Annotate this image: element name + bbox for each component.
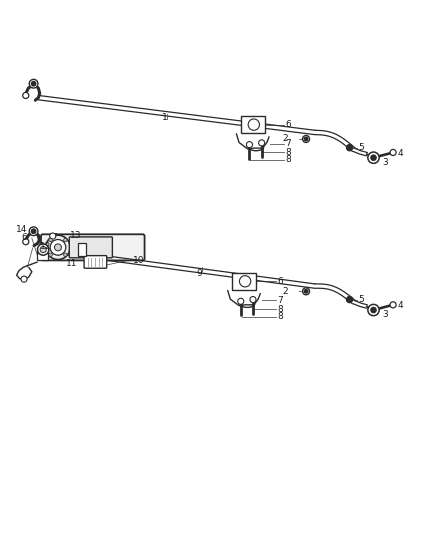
Text: 5: 5 [358, 295, 364, 304]
Text: 8: 8 [286, 156, 291, 164]
Text: 6: 6 [277, 277, 283, 286]
Text: 8: 8 [277, 312, 283, 321]
Circle shape [258, 140, 265, 146]
Circle shape [50, 239, 66, 255]
Circle shape [23, 92, 29, 99]
Text: 3: 3 [383, 158, 389, 166]
Circle shape [303, 288, 310, 295]
Circle shape [238, 298, 244, 304]
Circle shape [247, 142, 253, 148]
Text: 12: 12 [40, 243, 51, 252]
Circle shape [49, 238, 52, 241]
Circle shape [346, 144, 353, 151]
Text: 10: 10 [133, 256, 145, 265]
Circle shape [38, 244, 49, 255]
Circle shape [40, 246, 46, 253]
Circle shape [390, 149, 396, 156]
Text: 14: 14 [16, 225, 28, 235]
Circle shape [368, 304, 379, 316]
FancyBboxPatch shape [233, 273, 256, 289]
Text: 6: 6 [21, 233, 27, 243]
Circle shape [371, 155, 376, 160]
Circle shape [390, 302, 396, 308]
Circle shape [54, 244, 61, 251]
Circle shape [21, 276, 27, 282]
FancyBboxPatch shape [84, 256, 107, 268]
Circle shape [303, 135, 310, 142]
Text: 8: 8 [277, 305, 283, 313]
Circle shape [64, 253, 67, 256]
Text: 4: 4 [397, 301, 403, 310]
Text: 6: 6 [286, 120, 291, 129]
FancyBboxPatch shape [69, 237, 113, 258]
Circle shape [304, 137, 308, 141]
Circle shape [49, 233, 56, 239]
Text: 2: 2 [282, 287, 288, 296]
Circle shape [240, 276, 251, 287]
Circle shape [371, 308, 376, 313]
Circle shape [248, 119, 259, 130]
Circle shape [32, 229, 36, 233]
FancyBboxPatch shape [41, 235, 145, 261]
Text: 5: 5 [358, 143, 364, 152]
Text: 1: 1 [162, 112, 167, 122]
FancyBboxPatch shape [78, 243, 86, 256]
Circle shape [250, 296, 256, 303]
FancyBboxPatch shape [37, 251, 48, 260]
Text: 13: 13 [70, 231, 81, 240]
Text: 4: 4 [397, 149, 403, 158]
Circle shape [49, 253, 52, 256]
Text: 2: 2 [282, 134, 288, 143]
Circle shape [304, 289, 308, 293]
Text: 11: 11 [66, 259, 78, 268]
Circle shape [29, 227, 38, 236]
Text: 7: 7 [286, 139, 291, 148]
Circle shape [29, 79, 38, 88]
Text: 7: 7 [277, 296, 283, 305]
Circle shape [32, 82, 36, 86]
Circle shape [46, 235, 70, 260]
Circle shape [64, 238, 67, 241]
Text: 3: 3 [383, 310, 389, 319]
Circle shape [23, 239, 29, 245]
FancyBboxPatch shape [241, 116, 265, 133]
Text: 9: 9 [197, 269, 202, 278]
Circle shape [346, 296, 353, 303]
Text: 8: 8 [286, 148, 291, 157]
Circle shape [368, 152, 379, 163]
